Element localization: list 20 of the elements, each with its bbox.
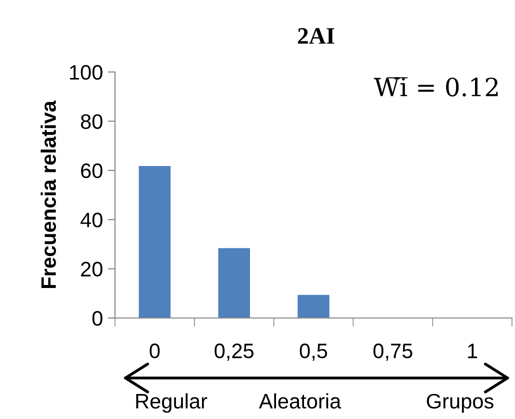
y-tick-label: 0 — [92, 311, 102, 326]
bar — [218, 248, 250, 318]
y-tick-label: 80 — [80, 114, 102, 129]
text: Grupos — [426, 394, 494, 413]
x-tick-label: 0 — [150, 344, 160, 358]
y-tick-label: 20 — [81, 262, 102, 277]
text: Regular — [136, 393, 208, 413]
x-tick-label: 1 — [468, 344, 478, 358]
y-tick-label: 60 — [81, 163, 102, 178]
x-tick-label: 0,75 — [373, 344, 412, 361]
bar — [298, 294, 330, 318]
y-axis-title: Frecuencia relativa — [40, 100, 56, 288]
annotation: W̅i̅ = 0.12 — [374, 77, 498, 96]
y-tick-label: 40 — [80, 212, 102, 228]
y-tick-label: 100 — [70, 65, 102, 80]
x-tick-label: 0,5 — [300, 344, 328, 361]
bar — [138, 166, 171, 318]
chart-title: 2AI — [298, 28, 334, 44]
text: Aleatoria — [258, 393, 342, 409]
x-tick-label: 0,25 — [214, 344, 254, 361]
